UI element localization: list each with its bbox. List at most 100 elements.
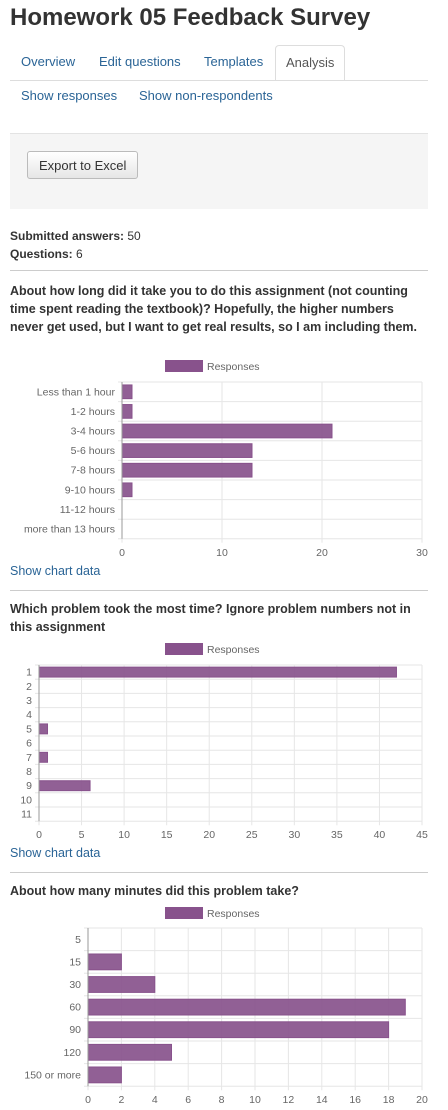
legend-swatch [165, 907, 203, 919]
bar [87, 1021, 390, 1039]
x-tick-label: 8 [219, 1094, 225, 1106]
category-label: 3 [26, 695, 32, 707]
legend-swatch [165, 360, 203, 372]
x-tick-label: 45 [416, 829, 428, 841]
legend-label: Responses [207, 361, 260, 373]
export-to-excel-button[interactable]: Export to Excel [27, 151, 139, 179]
x-tick-label: 10 [216, 547, 228, 559]
x-tick-label: 30 [288, 829, 300, 841]
export-panel: Export to Excel [10, 133, 428, 209]
x-tick-label: 10 [118, 829, 130, 841]
x-tick-label: 16 [349, 1094, 361, 1106]
category-label: 9-10 hours [65, 484, 115, 496]
submitted-answers-value: 50 [127, 229, 141, 243]
category-label: 11 [21, 809, 32, 821]
question-1-text: About how long did it take you to do thi… [10, 284, 418, 334]
category-label: 1-2 hours [71, 406, 115, 418]
x-tick-label: 25 [246, 829, 258, 841]
tab-analysis[interactable]: Analysis [275, 45, 346, 81]
x-tick-label: 15 [161, 829, 173, 841]
submitted-answers-label: Submitted answers: [10, 229, 125, 243]
bar [38, 780, 91, 792]
category-label: 2 [26, 681, 32, 693]
category-label: Less than 1 hour [37, 386, 116, 398]
x-tick-label: 5 [79, 829, 85, 841]
category-label: more than 13 hours [24, 524, 115, 536]
legend-swatch [165, 643, 203, 655]
divider [10, 590, 428, 591]
bar [87, 1066, 122, 1084]
x-tick-label: 0 [85, 1094, 91, 1106]
category-label: 30 [69, 979, 81, 991]
question-3-chart: Responses 0 2 4 6 8 10 12 14 16 18 20 5 15 30 60 90 120 15… [24, 907, 428, 1106]
x-tick-label: 40 [374, 829, 386, 841]
page-title: Homework 05 Feedback Survey [10, 4, 371, 31]
show-non-respondents-link[interactable]: Show non-respondents [139, 88, 273, 103]
category-label: 7 [26, 752, 32, 764]
legend-label: Responses [207, 908, 260, 920]
question-2-text: Which problem took the most time? Ignore… [10, 602, 411, 634]
category-label: 9 [26, 780, 32, 792]
category-label: 4 [26, 709, 32, 721]
bar [38, 666, 397, 678]
category-label: 5-6 hours [71, 445, 115, 457]
tab-divider [10, 80, 428, 81]
bar [121, 462, 253, 478]
x-tick-label: 0 [119, 547, 125, 559]
category-label: 5 [75, 934, 81, 946]
question-1-chart: Responses 0 10 20 30 Less than 1 hour 1-2 hour… [24, 360, 428, 559]
x-tick-label: 12 [283, 1094, 295, 1106]
x-tick-label: 6 [185, 1094, 191, 1106]
tab-bar: Overview Edit questions Templates Analys… [10, 45, 428, 81]
x-tick-label: 4 [152, 1094, 158, 1106]
category-label: 5 [26, 723, 32, 735]
tab-overview[interactable]: Overview [21, 54, 76, 69]
x-tick-label: 35 [331, 829, 343, 841]
bar [87, 998, 406, 1016]
bar [121, 423, 333, 439]
category-label: 1 [26, 667, 32, 679]
category-label: 90 [69, 1024, 81, 1036]
category-label: 8 [26, 766, 32, 778]
x-tick-label: 20 [416, 1094, 428, 1106]
category-label: 10 [20, 794, 32, 806]
category-label: 3-4 hours [71, 426, 115, 438]
show-responses-link[interactable]: Show responses [21, 88, 118, 103]
bar [121, 482, 133, 498]
category-label: 11-12 hours [60, 504, 115, 516]
show-chart-data-link[interactable]: Show chart data [10, 846, 101, 860]
x-tick-label: 30 [416, 547, 428, 559]
show-chart-data-link[interactable]: Show chart data [10, 564, 101, 578]
divider [10, 872, 428, 873]
bar [87, 953, 122, 971]
question-3-text: About how many minutes did this problem … [10, 884, 299, 898]
category-label: 60 [69, 1002, 81, 1014]
bar [38, 723, 49, 735]
question-count-value: 6 [76, 247, 83, 261]
x-tick-label: 2 [118, 1094, 124, 1106]
tab-templates[interactable]: Templates [204, 54, 264, 69]
x-tick-label: 10 [249, 1094, 261, 1106]
question-count: Questions: 6 [10, 246, 83, 262]
bar [38, 751, 49, 763]
category-label: 120 [63, 1047, 81, 1059]
category-label: 15 [69, 956, 81, 968]
question-count-label: Questions: [10, 247, 73, 261]
category-label: 6 [26, 738, 32, 750]
bar [121, 404, 133, 419]
bar [121, 443, 253, 458]
category-label: 150 or more [24, 1069, 81, 1081]
bar [87, 1043, 172, 1061]
submitted-answers: Submitted answers: 50 [10, 228, 141, 244]
bar [121, 384, 133, 400]
x-tick-label: 20 [316, 547, 328, 559]
bar [87, 976, 156, 993]
category-label: 7-8 hours [71, 465, 115, 477]
x-tick-label: 18 [383, 1094, 395, 1106]
x-tick-label: 20 [203, 829, 215, 841]
legend-label: Responses [207, 644, 260, 656]
divider [10, 270, 428, 271]
x-tick-label: 14 [316, 1094, 328, 1106]
tab-edit-questions[interactable]: Edit questions [99, 54, 181, 69]
